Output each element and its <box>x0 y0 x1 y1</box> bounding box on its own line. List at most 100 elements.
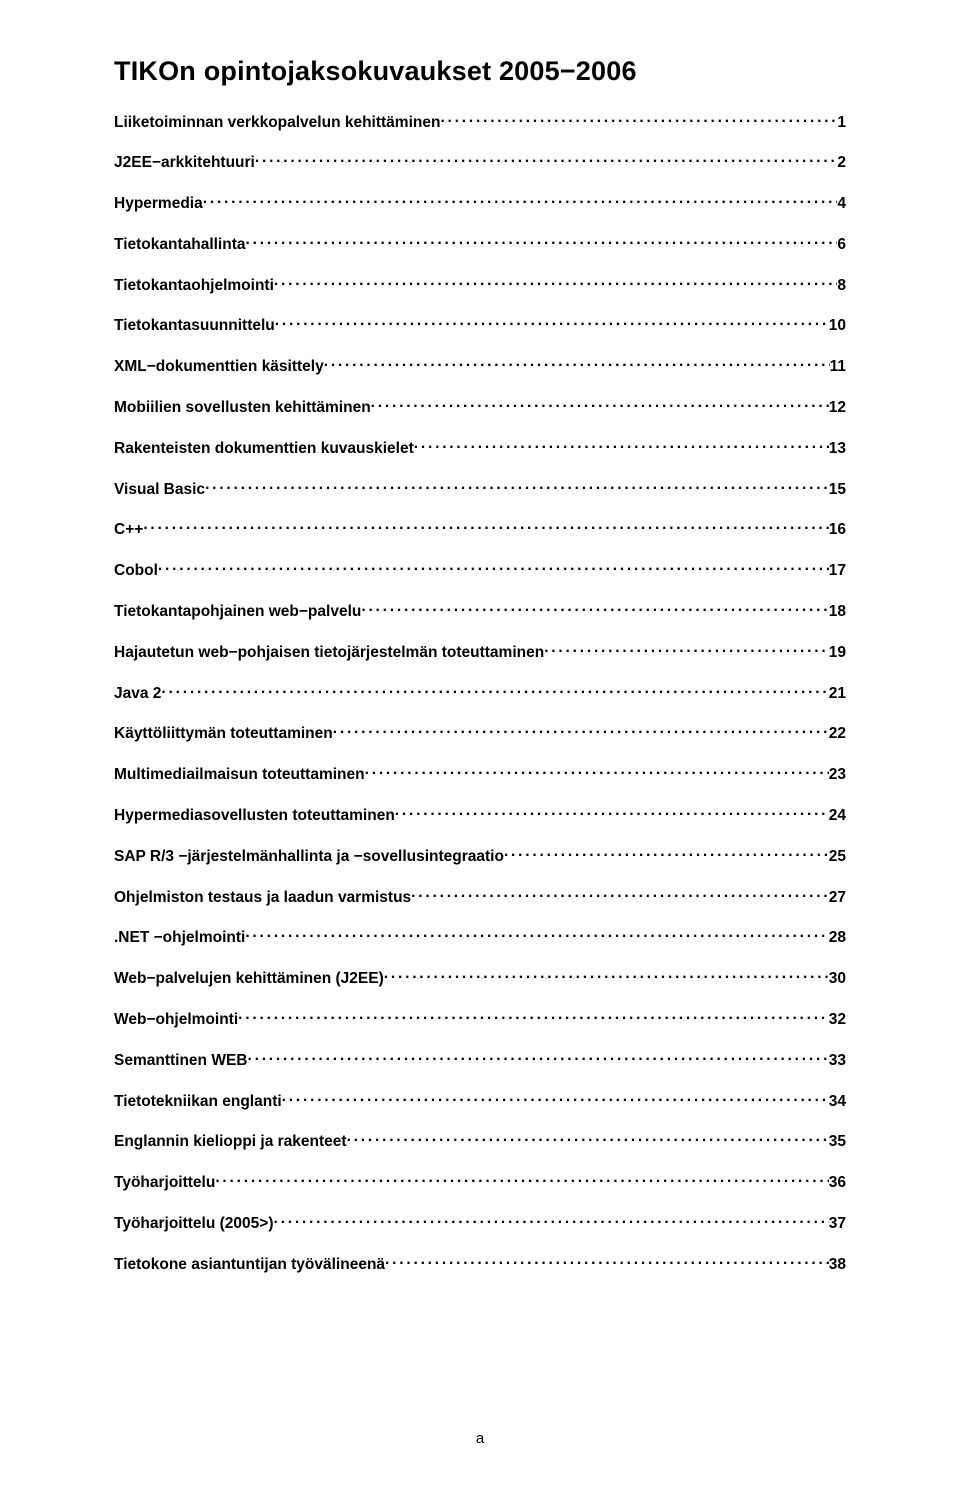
toc-leader-dots <box>203 193 838 209</box>
toc-label: Liiketoiminnan verkkopalvelun kehittämin… <box>114 114 440 132</box>
toc-label: Tietokantapohjainen web−palvelu <box>114 603 361 621</box>
document-page: TIKOn opintojaksokuvaukset 2005−2006 Lii… <box>0 0 960 1489</box>
toc-page-number: 2 <box>837 154 846 172</box>
toc-leader-dots <box>347 1131 829 1147</box>
toc-label: Tietokantahallinta <box>114 236 246 254</box>
toc-row[interactable]: XML−dokumenttien käsittely 11 <box>114 356 846 377</box>
toc-page-number: 36 <box>829 1174 846 1192</box>
toc-page-number: 28 <box>829 929 846 947</box>
toc-label: Rakenteisten dokumenttien kuvauskielet <box>114 440 414 458</box>
toc-row[interactable]: Ohjelmiston testaus ja laadun varmistus 2… <box>114 886 846 907</box>
toc-row[interactable]: .NET −ohjelmointi 28 <box>114 927 846 948</box>
toc-page-number: 11 <box>830 358 846 376</box>
toc-label: C++ <box>114 521 143 539</box>
toc-label: Hypermedia <box>114 195 203 213</box>
toc-row[interactable]: Käyttöliittymän toteuttaminen 22 <box>114 723 846 744</box>
toc-label: SAP R/3 −järjestelmänhallinta ja −sovell… <box>114 848 504 866</box>
toc-page-number: 4 <box>837 195 846 213</box>
toc-page-number: 10 <box>829 317 846 335</box>
toc-leader-dots <box>255 152 838 168</box>
toc-page-number: 32 <box>829 1011 846 1029</box>
toc-leader-dots <box>215 1172 828 1188</box>
toc-leader-dots <box>333 723 829 739</box>
toc-page-number: 35 <box>829 1133 846 1151</box>
toc-leader-dots <box>161 682 828 698</box>
table-of-contents: Liiketoiminnan verkkopalvelun kehittämin… <box>114 111 846 1274</box>
toc-leader-dots <box>158 560 829 576</box>
toc-leader-dots <box>395 805 829 821</box>
toc-page-number: 21 <box>829 685 846 703</box>
toc-row[interactable]: J2EE−arkkitehtuuri2 <box>114 152 846 173</box>
toc-label: Työharjoittelu (2005>) <box>114 1215 274 1233</box>
toc-row[interactable]: Tietokantaohjelmointi 8 <box>114 274 846 295</box>
toc-leader-dots <box>504 845 829 861</box>
toc-page-number: 25 <box>829 848 846 866</box>
toc-page-number: 18 <box>829 603 846 621</box>
toc-leader-dots <box>414 437 829 453</box>
toc-page-number: 8 <box>837 277 846 295</box>
toc-page-number: 17 <box>829 562 846 580</box>
toc-leader-dots <box>544 641 829 657</box>
toc-row[interactable]: Tietokantahallinta 6 <box>114 233 846 254</box>
toc-leader-dots <box>245 927 828 943</box>
toc-label: Tietokantaohjelmointi <box>114 277 274 295</box>
toc-label: Tietokantasuunnittelu <box>114 317 275 335</box>
toc-label: Hypermediasovellusten toteuttaminen <box>114 807 395 825</box>
toc-leader-dots <box>238 1009 829 1025</box>
toc-row[interactable]: Web−palvelujen kehittäminen (J2EE) 30 <box>114 968 846 989</box>
toc-row[interactable]: Hypermedia 4 <box>114 193 846 214</box>
toc-row[interactable]: Tietokantapohjainen web−palvelu 18 <box>114 601 846 622</box>
toc-page-number: 12 <box>829 399 846 417</box>
toc-leader-dots <box>384 968 829 984</box>
toc-label: Visual Basic <box>114 481 205 499</box>
toc-leader-dots <box>282 1090 829 1106</box>
toc-label: Multimediailmaisun toteuttaminen <box>114 766 365 784</box>
toc-row[interactable]: Multimediailmaisun toteuttaminen 23 <box>114 764 846 785</box>
toc-row[interactable]: Tietotekniikan englanti34 <box>114 1090 846 1111</box>
toc-row[interactable]: Englannin kielioppi ja rakenteet 35 <box>114 1131 846 1152</box>
toc-row[interactable]: Rakenteisten dokumenttien kuvauskielet 13 <box>114 437 846 458</box>
toc-row[interactable]: SAP R/3 −järjestelmänhallinta ja −sovell… <box>114 845 846 866</box>
toc-row[interactable]: C++ 16 <box>114 519 846 540</box>
toc-page-number: 16 <box>829 521 846 539</box>
toc-row[interactable]: Työharjoittelu (2005>) 37 <box>114 1213 846 1234</box>
toc-page-number: 30 <box>829 970 846 988</box>
toc-label: Web−palvelujen kehittäminen (J2EE) <box>114 970 384 988</box>
toc-page-number: 15 <box>829 481 846 499</box>
toc-row[interactable]: Web−ohjelmointi 32 <box>114 1009 846 1030</box>
toc-page-number: 24 <box>829 807 846 825</box>
toc-row[interactable]: Hypermediasovellusten toteuttaminen 24 <box>114 805 846 826</box>
toc-row[interactable]: Hajautetun web−pohjaisen tietojärjestelm… <box>114 641 846 662</box>
toc-page-number: 6 <box>837 236 846 254</box>
toc-row[interactable]: Mobiilien sovellusten kehittäminen12 <box>114 397 846 418</box>
toc-row[interactable]: Liiketoiminnan verkkopalvelun kehittämin… <box>114 111 846 132</box>
toc-row[interactable]: Cobol 17 <box>114 560 846 581</box>
toc-page-number: 37 <box>829 1215 846 1233</box>
page-title: TIKOn opintojaksokuvaukset 2005−2006 <box>114 56 846 87</box>
toc-label: .NET −ohjelmointi <box>114 929 245 947</box>
toc-leader-dots <box>365 764 829 780</box>
toc-label: Käyttöliittymän toteuttaminen <box>114 725 333 743</box>
toc-label: Ohjelmiston testaus ja laadun varmistus <box>114 889 411 907</box>
toc-row[interactable]: Visual Basic 15 <box>114 478 846 499</box>
toc-leader-dots <box>143 519 828 535</box>
toc-row[interactable]: Java 221 <box>114 682 846 703</box>
toc-page-number: 27 <box>829 889 846 907</box>
toc-label: XML−dokumenttien käsittely <box>114 358 324 376</box>
toc-leader-dots <box>274 274 837 290</box>
toc-label: Tietotekniikan englanti <box>114 1093 282 1111</box>
toc-page-number: 38 <box>829 1256 846 1274</box>
toc-row[interactable]: Työharjoittelu36 <box>114 1172 846 1193</box>
toc-label: Cobol <box>114 562 158 580</box>
toc-row[interactable]: Tietokantasuunnittelu 10 <box>114 315 846 336</box>
toc-leader-dots <box>411 886 829 902</box>
toc-label: Englannin kielioppi ja rakenteet <box>114 1133 347 1151</box>
toc-label: Web−ohjelmointi <box>114 1011 238 1029</box>
toc-page-number: 23 <box>829 766 846 784</box>
toc-row[interactable]: Tietokone asiantuntijan työvälineenä38 <box>114 1253 846 1274</box>
toc-row[interactable]: Semanttinen WEB33 <box>114 1049 846 1070</box>
toc-page-number: 13 <box>829 440 846 458</box>
toc-leader-dots <box>246 233 838 249</box>
toc-leader-dots <box>247 1049 828 1065</box>
toc-page-number: 22 <box>829 725 846 743</box>
